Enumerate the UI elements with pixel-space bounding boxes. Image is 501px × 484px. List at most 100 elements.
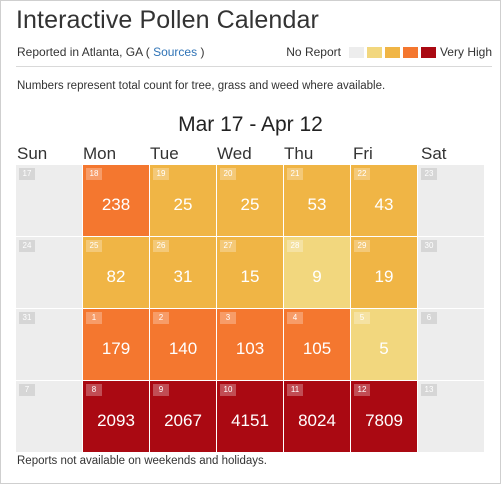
footer-note: Reports not available on weekends and ho… — [17, 455, 267, 467]
pollen-count: 8024 — [298, 411, 336, 430]
weekday-header-sat: Sat — [421, 144, 447, 163]
legend-high-label: Very High — [439, 45, 492, 59]
legend-swatch-very-high — [420, 46, 436, 58]
calendar-day-cell[interactable]: 1 179 — [83, 309, 149, 380]
day-number-badge: 28 — [287, 240, 303, 252]
day-number-badge: 6 — [421, 312, 437, 324]
pollen-count: 2067 — [164, 411, 202, 430]
day-number-badge: 29 — [354, 240, 370, 252]
calendar-day-cell[interactable]: 18 238 — [83, 165, 149, 236]
reported-location: Reported in Atlanta, GA ( Sources ) — [17, 45, 204, 59]
pollen-count: 25 — [240, 195, 260, 214]
pollen-count: 19 — [374, 267, 394, 286]
calendar-note: Numbers represent total count for tree, … — [17, 80, 386, 92]
pollen-count: 15 — [240, 267, 260, 286]
calendar-day-cell-no-report: 13 — [418, 381, 484, 452]
weekday-header-mon: Mon — [83, 144, 117, 163]
day-number-badge: 23 — [421, 168, 437, 180]
day-number-badge: 17 — [19, 168, 35, 180]
calendar-day-cell[interactable]: 11 8024 — [284, 381, 350, 452]
weekday-header-tue: Tue — [150, 144, 179, 163]
calendar-day-cell[interactable]: 29 19 — [351, 237, 417, 308]
day-number-badge: 20 — [220, 168, 236, 180]
pollen-count: 238 — [101, 195, 131, 214]
calendar-day-cell[interactable]: 26 31 — [150, 237, 216, 308]
legend-swatch-none — [348, 46, 364, 58]
pollen-count: 7809 — [365, 411, 403, 430]
sources-link[interactable]: Sources — [153, 45, 198, 59]
calendar-day-cell[interactable]: 20 25 — [217, 165, 283, 236]
pollen-count: 4151 — [231, 411, 269, 430]
reported-suffix: ) — [197, 45, 205, 59]
calendar-day-cell[interactable]: 28 9 — [284, 237, 350, 308]
calendar-day-cell[interactable]: 2 140 — [150, 309, 216, 380]
calendar-day-cell-no-report: 17 — [16, 165, 82, 236]
calendar-day-cell[interactable]: 9 2067 — [150, 381, 216, 452]
pollen-count: 82 — [106, 267, 126, 286]
date-range-title: Mar 17 - Apr 12 — [178, 113, 323, 136]
header-divider — [16, 66, 492, 67]
legend-swatch-high — [402, 46, 418, 58]
calendar-day-cell-no-report: 7 — [16, 381, 82, 452]
calendar-day-cell[interactable]: 3 103 — [217, 309, 283, 380]
legend-swatch-low — [366, 46, 382, 58]
day-number-badge: 2 — [153, 312, 169, 324]
calendar-day-cell[interactable]: 25 82 — [83, 237, 149, 308]
weekday-header-sun: Sun — [17, 144, 48, 163]
day-number-badge: 21 — [287, 168, 303, 180]
pollen-count: 2093 — [97, 411, 135, 430]
calendar-day-cell-no-report: 30 — [418, 237, 484, 308]
calendar-day-cell-no-report: 23 — [418, 165, 484, 236]
pollen-count: 9 — [312, 267, 322, 286]
pollen-count: 31 — [173, 267, 193, 286]
day-number-badge: 30 — [421, 240, 437, 252]
day-number-badge: 24 — [19, 240, 35, 252]
day-number-badge: 27 — [220, 240, 236, 252]
page-title: Interactive Pollen Calendar — [16, 6, 319, 34]
pollen-count: 25 — [173, 195, 193, 214]
day-number-badge: 18 — [86, 168, 102, 180]
day-number-badge: 8 — [86, 384, 102, 396]
day-number-badge: 12 — [354, 384, 370, 396]
day-number-badge: 19 — [153, 168, 169, 180]
weekday-header-wed: Wed — [217, 144, 252, 163]
pollen-count: 105 — [302, 339, 332, 358]
pollen-count: 53 — [307, 195, 327, 214]
day-number-badge: 7 — [19, 384, 35, 396]
calendar-day-cell-no-report: 6 — [418, 309, 484, 380]
calendar-day-cell[interactable]: 8 2093 — [83, 381, 149, 452]
pollen-count: 43 — [374, 195, 394, 214]
pollen-count: 140 — [168, 339, 198, 358]
day-number-badge: 1 — [86, 312, 102, 324]
day-number-badge: 22 — [354, 168, 370, 180]
day-number-badge: 9 — [153, 384, 169, 396]
legend-swatch-moderate — [384, 46, 400, 58]
pollen-count: 5 — [379, 339, 389, 358]
pollen-count: 179 — [101, 339, 131, 358]
calendar-day-cell-no-report: 24 — [16, 237, 82, 308]
calendar-day-cell-no-report: 31 — [16, 309, 82, 380]
calendar-day-cell[interactable]: 10 4151 — [217, 381, 283, 452]
day-number-badge: 26 — [153, 240, 169, 252]
calendar-day-cell[interactable]: 4 105 — [284, 309, 350, 380]
calendar-day-cell[interactable]: 12 7809 — [351, 381, 417, 452]
legend-low-label: No Report — [286, 45, 341, 59]
day-number-badge: 31 — [19, 312, 35, 324]
day-number-badge: 5 — [354, 312, 370, 324]
calendar-day-cell[interactable]: 19 25 — [150, 165, 216, 236]
calendar-day-cell[interactable]: 22 43 — [351, 165, 417, 236]
pollen-count: 103 — [235, 339, 265, 358]
calendar-day-cell[interactable]: 27 15 — [217, 237, 283, 308]
day-number-badge: 3 — [220, 312, 236, 324]
weekday-header-thu: Thu — [284, 144, 314, 163]
weekday-header-fri: Fri — [353, 144, 373, 163]
day-number-badge: 4 — [287, 312, 303, 324]
pollen-level-legend: No Report Very High — [286, 45, 492, 59]
calendar-day-cell[interactable]: 21 53 — [284, 165, 350, 236]
day-number-badge: 13 — [421, 384, 437, 396]
day-number-badge: 25 — [86, 240, 102, 252]
day-number-badge: 11 — [287, 384, 303, 396]
day-number-badge: 10 — [220, 384, 236, 396]
reported-prefix: Reported in Atlanta, GA ( — [17, 45, 154, 59]
